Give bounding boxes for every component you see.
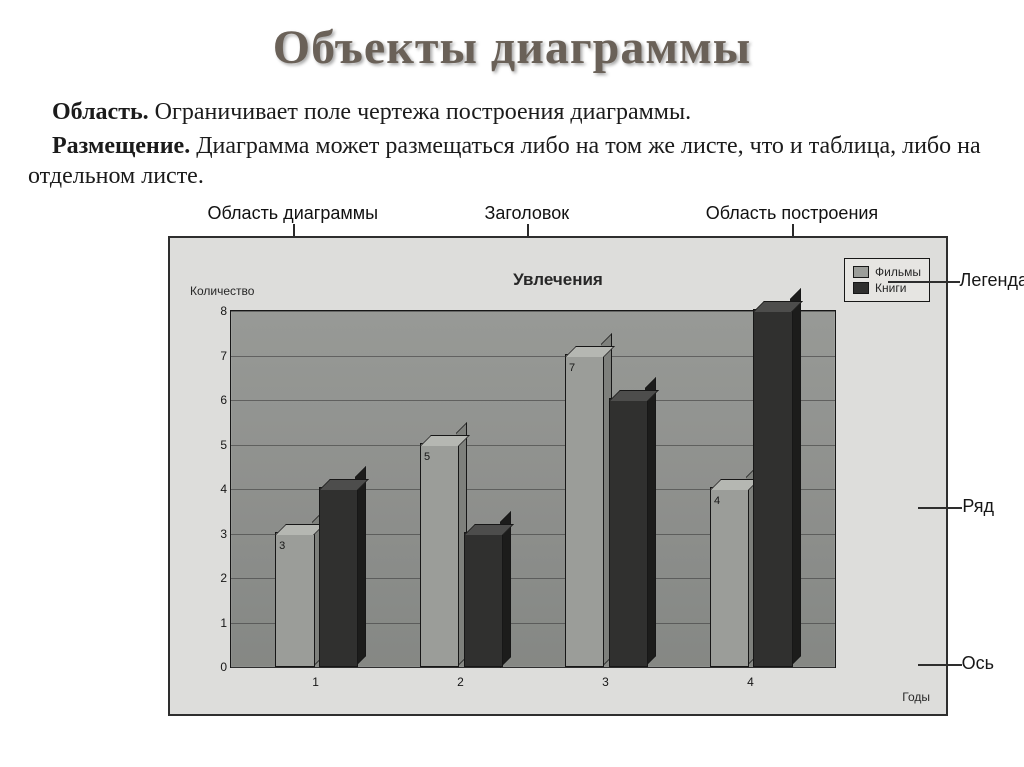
bar (319, 489, 356, 667)
y-tick: 0 (203, 660, 227, 674)
chart-title: Увлечения (170, 270, 946, 290)
bar: 7 (565, 356, 602, 668)
chart-area: Количество Увлечения Годы Фильмы Книги 0… (168, 236, 948, 716)
x-tick: 1 (312, 675, 319, 689)
para1-text: Ограничивает поле чертежа построения диа… (149, 99, 691, 125)
bar: 5 (420, 445, 457, 668)
annotation-plot-area: Область построения (706, 203, 878, 223)
x-tick: 3 (602, 675, 609, 689)
annotation-axis: Ось (962, 653, 994, 674)
annotation-title: Заголовок (484, 203, 569, 223)
bar (753, 311, 790, 667)
bar (464, 534, 501, 668)
y-tick: 3 (203, 527, 227, 541)
legend-label-films: Фильмы (875, 265, 921, 279)
figure: Область диаграммы Заголовок Область пост… (168, 203, 948, 716)
para2-term: Размещение. (52, 133, 190, 159)
bar (609, 400, 646, 667)
x-tick: 2 (457, 675, 464, 689)
annotation-chart-area: Область диаграммы (208, 203, 378, 223)
bar-value-label: 4 (714, 495, 720, 507)
paragraph-area: Область. Ограничивает поле чертежа постр… (28, 97, 996, 127)
y-tick: 5 (203, 438, 227, 452)
annotation-top-row: Область диаграммы Заголовок Область пост… (168, 203, 948, 236)
legend-item-films: Фильмы (853, 265, 921, 279)
annotation-series: Ряд (962, 496, 994, 517)
bar-value-label: 5 (424, 451, 430, 463)
x-tick: 4 (747, 675, 754, 689)
annotation-legend: Легенда (960, 270, 1024, 291)
slide: Объекты диаграммы Область. Ограничивает … (0, 0, 1024, 767)
legend-swatch-films (853, 266, 869, 278)
y-tick: 4 (203, 482, 227, 496)
y-tick: 1 (203, 616, 227, 630)
para1-term: Область. (52, 99, 149, 125)
bar-value-label: 3 (279, 540, 285, 552)
legend-label-books: Книги (875, 281, 906, 295)
y-tick: 8 (203, 304, 227, 318)
bar: 3 (275, 534, 312, 668)
page-title: Объекты диаграммы (28, 20, 996, 75)
legend-swatch-books (853, 282, 869, 294)
paragraph-placement: Размещение. Диаграмма может размещаться … (28, 131, 996, 191)
y-tick: 2 (203, 571, 227, 585)
x-axis-label: Годы (902, 690, 930, 704)
bar-value-label: 7 (569, 362, 575, 374)
plot-area: 01234567813253744 (230, 310, 836, 668)
y-tick: 7 (203, 349, 227, 363)
bar: 4 (710, 489, 747, 667)
y-tick: 6 (203, 393, 227, 407)
legend-item-books: Книги (853, 281, 921, 295)
